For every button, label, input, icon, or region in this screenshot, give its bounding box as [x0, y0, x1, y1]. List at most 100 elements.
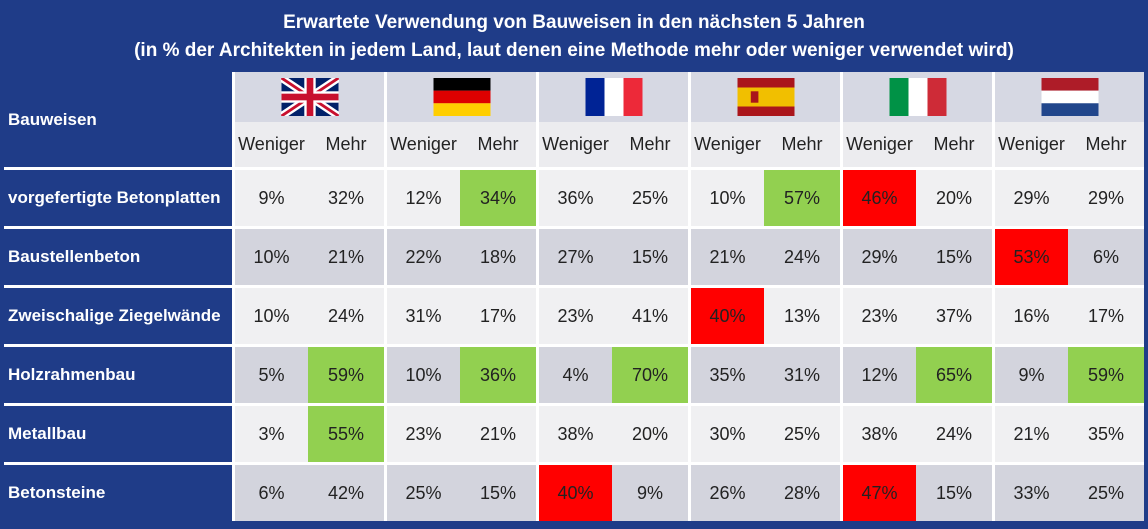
table-cell: 10% [232, 226, 308, 285]
subheader-weniger: Weniger [384, 122, 460, 167]
table-cell: 47% [840, 462, 916, 521]
country-flag-cell [840, 72, 992, 122]
table-row: Zweischalige Ziegelwände 10% 24% 31% 17% 23% 4… [4, 285, 1144, 344]
table-cell: 23% [536, 285, 612, 344]
row-label: vorgefertigte Betonplatten [4, 167, 232, 226]
table-cell: 9% [232, 167, 308, 226]
table-cell: 17% [1068, 285, 1144, 344]
row-label: Betonsteine [4, 462, 232, 521]
table-cell: 57% [764, 167, 840, 226]
chart-title-area: Erwartete Verwendung von Bauweisen in de… [0, 0, 1148, 72]
table-cell: 12% [840, 344, 916, 403]
subheader-weniger: Weniger [232, 122, 308, 167]
table-cell: 10% [688, 167, 764, 226]
table-cell: 23% [384, 403, 460, 462]
table-cell: 21% [992, 403, 1068, 462]
table-cell: 36% [536, 167, 612, 226]
table-cell: 10% [232, 285, 308, 344]
table-cell: 32% [308, 167, 384, 226]
table-cell: 9% [992, 344, 1068, 403]
germany-flag-icon [433, 78, 490, 116]
row-label: Metallbau [4, 403, 232, 462]
table-cell: 38% [536, 403, 612, 462]
table-cell: 24% [916, 403, 992, 462]
chart-subtitle: (in % der Architekten in jedem Land, lau… [134, 40, 1014, 61]
table-cell: 27% [536, 226, 612, 285]
row-label: Holzrahmenbau [4, 344, 232, 403]
table-cell: 12% [384, 167, 460, 226]
uk-flag-icon [280, 78, 339, 116]
table-cell: 25% [764, 403, 840, 462]
country-flag-cell [688, 72, 840, 122]
subheader-weniger: Weniger [840, 122, 916, 167]
table-cell: 24% [764, 226, 840, 285]
subheader-mehr: Mehr [308, 122, 384, 167]
table-row: Holzrahmenbau 5% 59% 10% 36% 4% 70% 35% 31% 12% 65… [4, 344, 1144, 403]
table-cell: 22% [384, 226, 460, 285]
table-cell: 20% [612, 403, 688, 462]
subheader-mehr: Mehr [764, 122, 840, 167]
france-flag-icon [585, 78, 642, 116]
table-cell: 59% [1068, 344, 1144, 403]
table-cell: 40% [536, 462, 612, 521]
table-cell: 37% [916, 285, 992, 344]
table-cell: 41% [612, 285, 688, 344]
table-cell: 17% [460, 285, 536, 344]
subheader-mehr: Mehr [1068, 122, 1144, 167]
table-row: Metallbau 3% 55% 23% 21% 38% 20% 30% 25% 38% 24% 21… [4, 403, 1144, 462]
row-header-label: Bauweisen [4, 72, 232, 167]
table-cell: 31% [384, 285, 460, 344]
netherlands-flag-icon [1041, 78, 1098, 116]
table-cell: 55% [308, 403, 384, 462]
row-label: Zweischalige Ziegelwände [4, 285, 232, 344]
bottom-border [0, 525, 1148, 529]
table-cell: 9% [612, 462, 688, 521]
table-cell: 26% [688, 462, 764, 521]
table-cell: 35% [1068, 403, 1144, 462]
country-flag-cell [992, 72, 1144, 122]
table-cell: 70% [612, 344, 688, 403]
table-cell: 29% [840, 226, 916, 285]
subheader-weniger: Weniger [688, 122, 764, 167]
table-cell: 6% [232, 462, 308, 521]
subheader-mehr: Mehr [916, 122, 992, 167]
flag-header-row: Bauweisen [4, 72, 1144, 167]
table-cell: 28% [764, 462, 840, 521]
chart-title: Erwartete Verwendung von Bauweisen in de… [283, 12, 865, 33]
table-cell: 53% [992, 226, 1068, 285]
table-cell: 65% [916, 344, 992, 403]
table-cell: 31% [764, 344, 840, 403]
table-row: Betonsteine 6% 42% 25% 15% 40% 9% 26% 28% 47% 15% 3… [4, 462, 1144, 521]
table-cell: 30% [688, 403, 764, 462]
table-cell: 59% [308, 344, 384, 403]
table-cell: 21% [688, 226, 764, 285]
table-cell: 5% [232, 344, 308, 403]
table-cell: 35% [688, 344, 764, 403]
table-row: vorgefertigte Betonplatten 9% 32% 12% 34% 36%… [4, 167, 1144, 226]
table-cell: 29% [1068, 167, 1144, 226]
table-cell: 15% [916, 462, 992, 521]
row-label: Baustellenbeton [4, 226, 232, 285]
table-cell: 10% [384, 344, 460, 403]
table-cell: 15% [460, 462, 536, 521]
table-cell: 15% [916, 226, 992, 285]
table-cell: 6% [1068, 226, 1144, 285]
table-cell: 13% [764, 285, 840, 344]
table-cell: 34% [460, 167, 536, 226]
table-cell: 38% [840, 403, 916, 462]
subheader-mehr: Mehr [460, 122, 536, 167]
table-row: Baustellenbeton 10% 21% 22% 18% 27% 15% 21% 24% 2… [4, 226, 1144, 285]
subheader-row: Weniger Mehr Weniger Mehr Weniger Mehr Weniger… [4, 122, 1144, 167]
subheader-mehr: Mehr [612, 122, 688, 167]
table-cell: 23% [840, 285, 916, 344]
data-table: Bauweisen Weniger Mehr Weniger Mehr Weniger Me… [4, 72, 1144, 521]
table-cell: 18% [460, 226, 536, 285]
table-cell: 25% [1068, 462, 1144, 521]
table-cell: 21% [308, 226, 384, 285]
table-cell: 25% [384, 462, 460, 521]
table-cell: 3% [232, 403, 308, 462]
table-cell: 36% [460, 344, 536, 403]
spain-flag-icon [737, 78, 794, 116]
table-cell: 40% [688, 285, 764, 344]
